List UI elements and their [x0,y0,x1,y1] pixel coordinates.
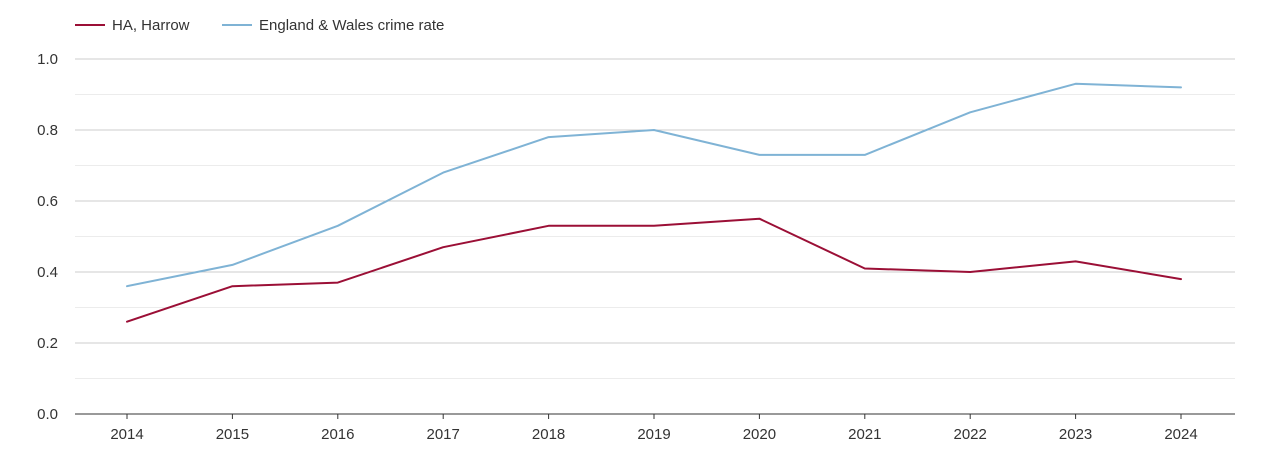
legend-item-harrow[interactable]: HA, Harrow [75,17,190,34]
legend-item-england-wales[interactable]: England & Wales crime rate [222,17,444,34]
x-axis: 2014 2015 2016 2017 2018 2019 2020 2021 2022 2023… [75,413,1235,443]
y-tick-label: 0.2 [37,335,58,352]
legend: HA, Harrow England & Wales crime rate [75,17,444,34]
x-tick-label: 2014 [110,426,143,443]
x-tick-label: 2017 [427,426,460,443]
x-tick-label: 2016 [321,426,354,443]
y-tick-label: 0.6 [37,193,58,210]
y-tick-label: 1.0 [37,51,58,68]
x-tick-label: 2018 [532,426,565,443]
y-tick-label: 0.8 [37,122,58,139]
x-tick-label: 2019 [637,426,670,443]
legend-label-harrow: HA, Harrow [112,17,190,34]
gridlines [75,58,1235,379]
series-line-harrow [126,217,1182,323]
x-tick-label: 2023 [1059,426,1092,443]
series-lines [126,82,1182,323]
series-line-england-wales [126,82,1182,288]
x-tick-label: 2024 [1164,426,1197,443]
x-tick-label: 2022 [954,426,987,443]
x-tick-label: 2021 [848,426,881,443]
y-tick-label: 0.0 [37,406,58,423]
y-axis: 0.0 0.2 0.4 0.6 0.8 1.0 [37,51,58,423]
legend-label-england-wales: England & Wales crime rate [259,17,444,34]
y-tick-label: 0.4 [37,264,58,281]
x-tick-label: 2020 [743,426,776,443]
x-tick-label: 2015 [216,426,249,443]
